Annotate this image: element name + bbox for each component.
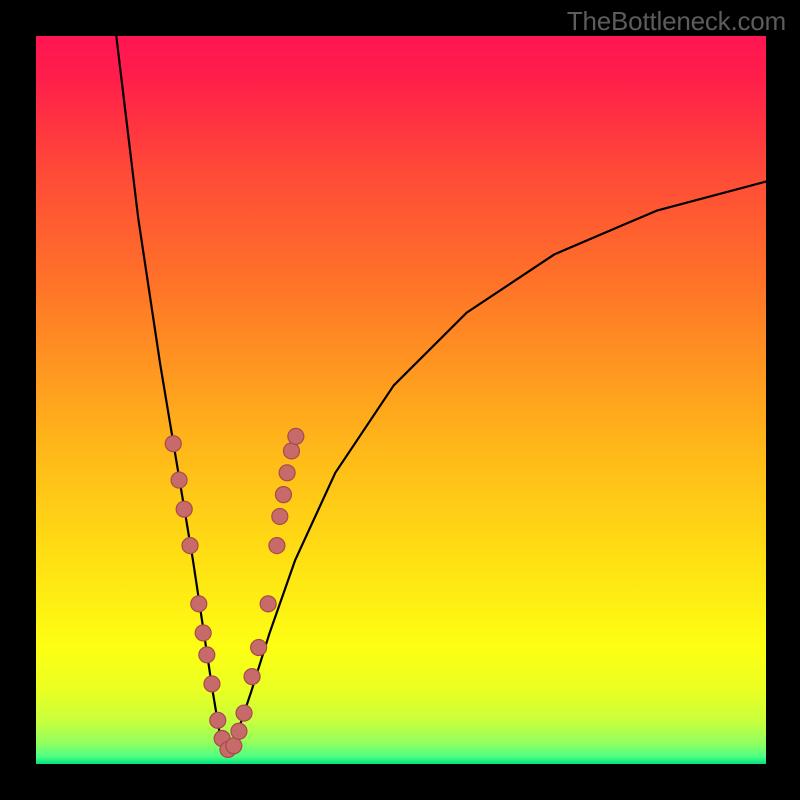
data-marker: [210, 712, 226, 728]
data-marker: [272, 508, 288, 524]
data-marker: [244, 669, 260, 685]
data-marker: [176, 501, 192, 517]
chart-overlay-svg: [0, 0, 800, 800]
data-marker: [204, 676, 220, 692]
data-marker: [191, 596, 207, 612]
data-marker: [236, 705, 252, 721]
data-marker: [288, 428, 304, 444]
data-marker: [269, 538, 285, 554]
data-marker: [182, 538, 198, 554]
data-marker: [279, 465, 295, 481]
watermark-label: TheBottleneck.com: [567, 6, 786, 37]
bottleneck-curve: [116, 36, 766, 753]
data-marker: [165, 436, 181, 452]
data-marker: [260, 596, 276, 612]
data-marker: [275, 487, 291, 503]
chart-root: TheBottleneck.com: [0, 0, 800, 800]
data-marker: [284, 443, 300, 459]
data-marker: [171, 472, 187, 488]
data-marker: [195, 625, 211, 641]
data-marker: [231, 723, 247, 739]
data-marker: [226, 738, 242, 754]
data-marker: [251, 640, 267, 656]
data-marker: [199, 647, 215, 663]
